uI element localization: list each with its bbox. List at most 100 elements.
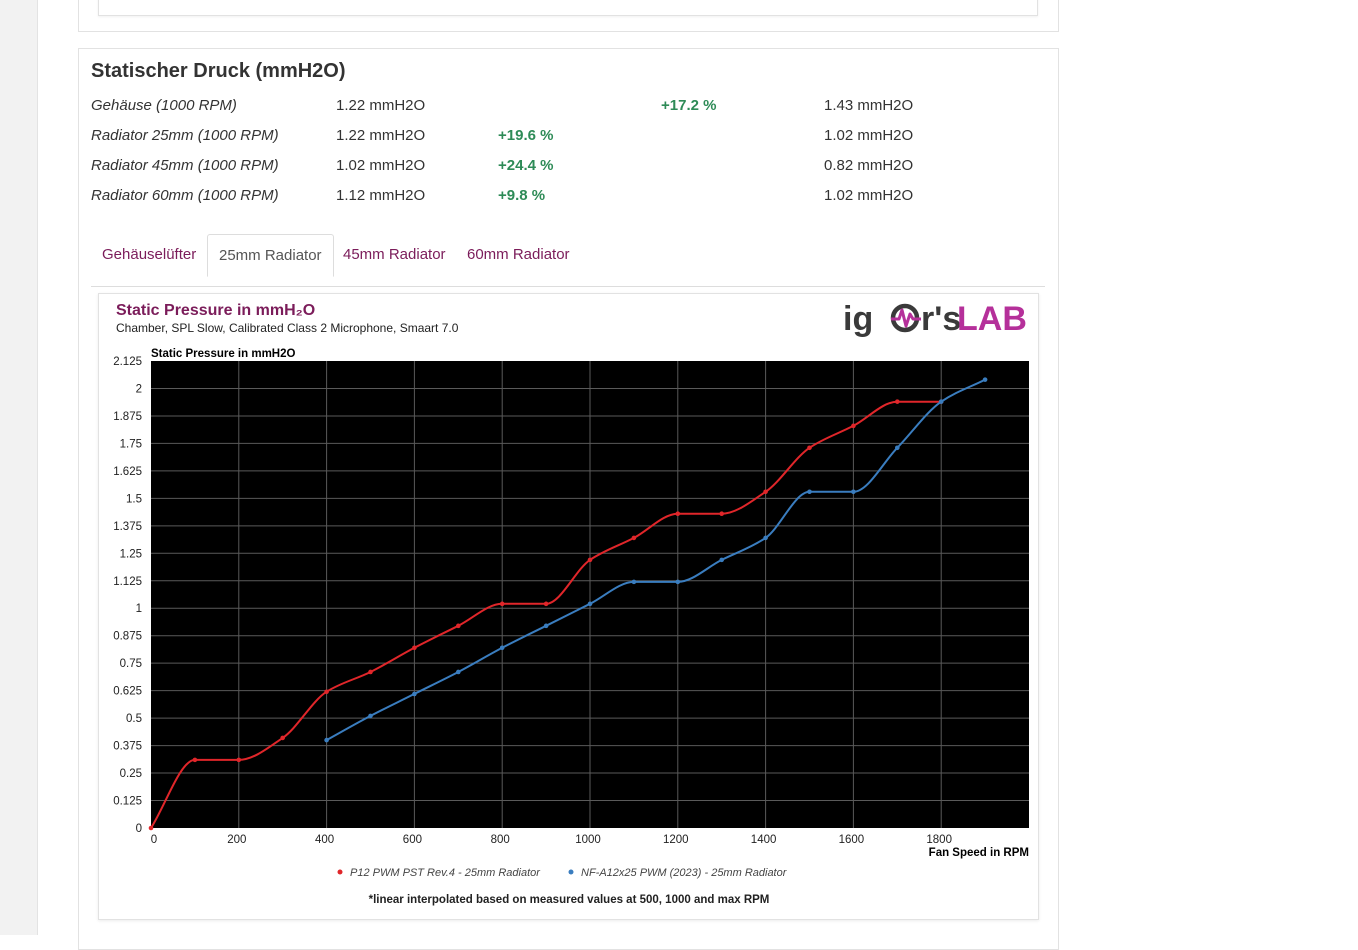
- stat-value-b: 1.43 mmH2O: [824, 97, 914, 114]
- data-point-p12: [631, 535, 637, 541]
- data-point-nf-a12: [719, 557, 724, 563]
- data-point-nf-a12: [368, 713, 373, 719]
- y-tick-label: 1.75: [120, 438, 142, 450]
- y-tick-label: 1: [136, 603, 142, 615]
- grid-lines: [151, 361, 1029, 828]
- chart-title: Static Pressure in mmH₂O: [116, 302, 315, 319]
- legend-entry-p12[interactable]: P12 PWM PST Rev.4 - 25mm Radiator: [350, 867, 541, 879]
- data-point-nf-a12: [631, 579, 637, 585]
- data-point-nf-a12: [851, 489, 856, 495]
- data-point-p12: [236, 757, 242, 763]
- stat-value-b: 0.82 mmH2O: [824, 157, 914, 174]
- data-point-nf-a12: [807, 489, 812, 495]
- left-gutter: [0, 0, 38, 935]
- y-tick-label: 0: [136, 823, 142, 835]
- static-pressure-chart: Static Pressure in mmH₂O Chamber, SPL Sl…: [113, 300, 1029, 906]
- chart-footnote: *linear interpolated based on measured v…: [369, 894, 770, 906]
- data-point-p12: [675, 511, 681, 517]
- data-point-p12: [807, 445, 812, 451]
- data-point-nf-a12: [499, 645, 505, 651]
- x-tick-label: 800: [491, 834, 510, 846]
- data-point-p12: [148, 825, 154, 831]
- y-tick-labels: 0 0.125 0.25 0.375 0.5 0.625 0.75 0.875 1 1.125 1.…: [113, 356, 142, 835]
- previous-panel: [78, 0, 1059, 32]
- x-tick-label: 1000: [575, 834, 601, 846]
- x-tick-label: 1400: [751, 834, 777, 846]
- heartbeat-icon: [890, 303, 921, 333]
- stat-value-a: 1.22 mmH2O: [336, 97, 426, 114]
- y-tick-label: 2: [136, 383, 142, 395]
- y-tick-label: 1.125: [113, 576, 142, 588]
- data-point-p12: [763, 489, 768, 495]
- data-point-p12: [895, 399, 900, 404]
- data-point-nf-a12: [895, 445, 900, 451]
- data-point-nf-a12: [324, 737, 329, 743]
- stat-label: Radiator 25mm (1000 RPM): [91, 127, 279, 144]
- y-axis-label: Static Pressure in mmH2O: [151, 348, 296, 360]
- data-point-p12: [412, 645, 417, 651]
- series-lines: [148, 377, 988, 831]
- stat-value-a: 1.02 mmH2O: [336, 157, 426, 174]
- chart-card: Static Pressure in mmH₂O Chamber, SPL Sl…: [98, 293, 1039, 920]
- data-point-p12: [368, 669, 373, 675]
- data-point-p12: [719, 511, 724, 517]
- logo-text-left: ig: [843, 300, 873, 338]
- x-tick-label: 1600: [839, 834, 865, 846]
- y-tick-label: 1.375: [113, 521, 142, 533]
- tab-60mm-radiator[interactable]: 60mm Radiator: [467, 246, 570, 263]
- y-tick-label: 0.5: [126, 713, 142, 725]
- previous-panel-inner: [98, 0, 1038, 16]
- data-point-nf-a12: [543, 623, 549, 629]
- stat-value-a: 1.12 mmH2O: [336, 187, 426, 204]
- stat-value-b: 1.02 mmH2O: [824, 127, 914, 144]
- stat-label: Gehäuse (1000 RPM): [91, 97, 237, 114]
- data-point-p12: [543, 601, 549, 607]
- x-tick-label: 1800: [926, 834, 952, 846]
- tab-45mm-radiator[interactable]: 45mm Radiator: [343, 246, 446, 263]
- y-tick-label: 0.625: [113, 686, 142, 698]
- y-tick-label: 1.625: [113, 466, 142, 478]
- stat-label: Radiator 45mm (1000 RPM): [91, 157, 279, 174]
- x-tick-label: 1200: [663, 834, 689, 846]
- stat-delta-a: +9.8 %: [498, 187, 546, 204]
- stat-row-case: Gehäuse (1000 RPM) 1.22 mmH2O +17.2 % 1.…: [79, 97, 1058, 121]
- x-tick-label: 0: [151, 834, 157, 846]
- section-title: Statischer Druck (mmH2O): [91, 60, 346, 82]
- stat-row-radiator-45: Radiator 45mm (1000 RPM) 1.02 mmH2O +24.…: [79, 157, 1058, 181]
- stat-value-b: 1.02 mmH2O: [824, 187, 914, 204]
- legend-entry-nf-a12[interactable]: NF-A12x25 PWM (2023) - 25mm Radiator: [581, 867, 788, 879]
- data-point-nf-a12: [456, 669, 461, 675]
- y-tick-label: 2.125: [113, 356, 142, 368]
- x-tick-label: 600: [403, 834, 422, 846]
- tab-gehaeuseluefter[interactable]: Gehäuselüfter: [102, 246, 197, 263]
- data-point-nf-a12: [982, 377, 988, 382]
- data-point-p12: [587, 557, 593, 563]
- legend: P12 PWM PST Rev.4 - 25mm Radiator NF-A12…: [337, 867, 788, 879]
- y-tick-label: 1.875: [113, 411, 142, 423]
- logo-text-right: LAB: [957, 300, 1027, 338]
- stat-row-radiator-25: Radiator 25mm (1000 RPM) 1.22 mmH2O +19.…: [79, 127, 1058, 151]
- tab-25mm-radiator[interactable]: 25mm Radiator: [207, 234, 334, 277]
- data-point-nf-a12: [763, 535, 768, 541]
- data-point-nf-a12: [587, 601, 593, 607]
- static-pressure-panel: Statischer Druck (mmH2O) Gehäuse (1000 R…: [78, 48, 1059, 950]
- x-tick-label: 400: [315, 834, 334, 846]
- y-tick-label: 1.25: [120, 548, 142, 560]
- data-point-p12: [324, 689, 329, 695]
- y-tick-label: 0.25: [120, 768, 142, 780]
- logo-text-mid: r's: [921, 300, 961, 338]
- stat-delta-a: +24.4 %: [498, 157, 554, 174]
- legend-marker-nf-a12: [568, 869, 574, 875]
- data-point-nf-a12: [675, 579, 681, 585]
- legend-marker-p12: [337, 869, 343, 875]
- y-tick-label: 0.375: [113, 741, 142, 753]
- y-tick-label: 0.875: [113, 631, 142, 643]
- series-line-nf-a12: [326, 378, 986, 741]
- data-point-p12: [280, 735, 285, 741]
- y-tick-label: 0.75: [120, 658, 142, 670]
- x-tick-label: 200: [227, 834, 246, 846]
- stat-delta-b: +17.2 %: [661, 97, 717, 114]
- stat-delta-a: +19.6 %: [498, 127, 554, 144]
- data-point-p12: [499, 601, 505, 607]
- stat-label: Radiator 60mm (1000 RPM): [91, 187, 279, 204]
